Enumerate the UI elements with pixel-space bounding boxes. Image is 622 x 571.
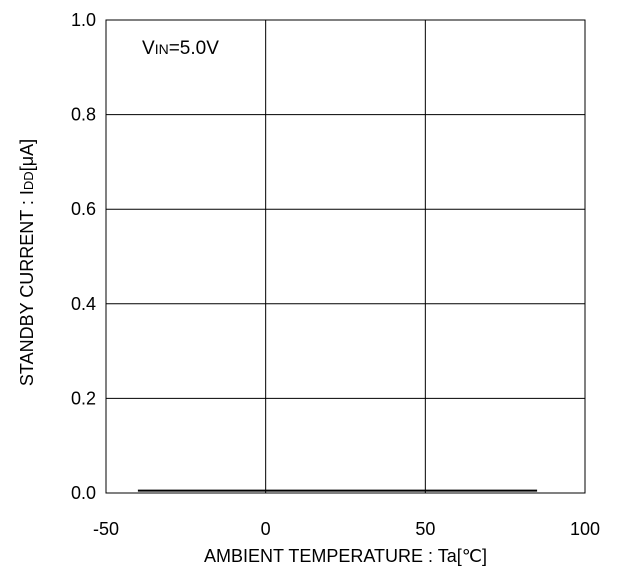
y-tick-label: 0.8 [71, 105, 96, 125]
annotation-rest: =5.0V [169, 38, 220, 59]
x-tick-labels: -50 0 50 100 [93, 519, 600, 539]
x-axis-label-prefix: AMBIENT TEMPERATURE : Ta[ [204, 546, 462, 566]
y-axis-label: STANDBY CURRENT : IDD[μA] [17, 139, 37, 386]
y-axis-label-sub: DD [21, 171, 36, 190]
grid [105, 19, 586, 494]
y-tick-label: 0.2 [71, 388, 96, 408]
condition-annotation: VIN=5.0V [142, 38, 219, 59]
x-tick-label: -50 [93, 519, 119, 539]
annotation-main: V [142, 38, 155, 59]
y-tick-label: 0.4 [71, 294, 96, 314]
y-tick-label: 1.0 [71, 10, 96, 30]
x-tick-label: 100 [570, 519, 600, 539]
y-axis-label-prefix: STANDBY CURRENT : I [17, 190, 37, 386]
x-tick-label: 0 [261, 519, 271, 539]
x-axis-label: AMBIENT TEMPERATURE : Ta[℃] [204, 546, 487, 566]
x-tick-label: 50 [415, 519, 435, 539]
x-axis-label-unit: ℃ [462, 546, 482, 566]
y-tick-label: 0.0 [71, 483, 96, 503]
y-axis-label-suffix: [μA] [17, 139, 37, 171]
y-tick-labels: 0.0 0.2 0.4 0.6 0.8 1.0 [71, 10, 96, 503]
x-axis-label-suffix: ] [482, 546, 487, 566]
annotation-sub: IN [155, 41, 169, 57]
y-tick-label: 0.6 [71, 199, 96, 219]
plot-frame [105, 19, 586, 494]
